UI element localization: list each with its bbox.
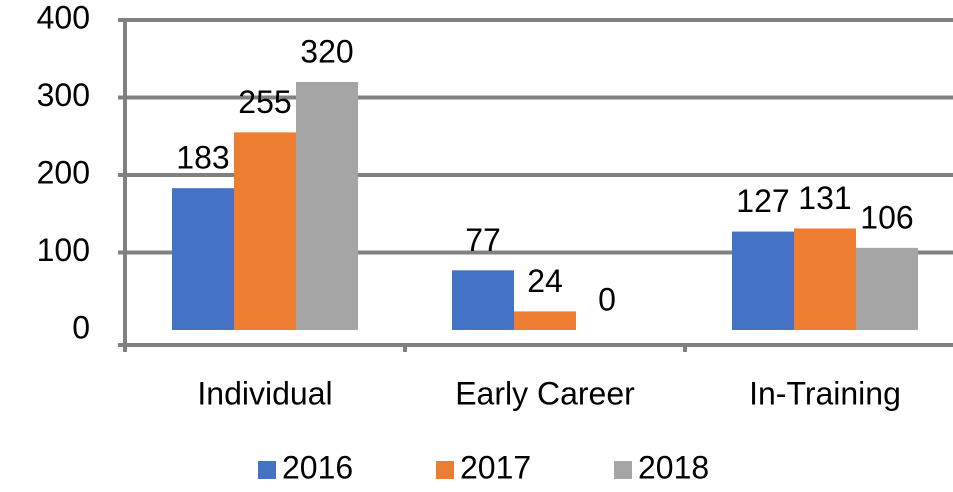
bar xyxy=(794,228,856,330)
legend-label: 2017 xyxy=(460,449,531,485)
x-tick-label: Early Career xyxy=(455,375,635,411)
bar xyxy=(172,188,234,330)
bar xyxy=(296,82,358,330)
x-tick-label: Individual xyxy=(197,375,332,411)
bar xyxy=(452,270,514,330)
value-label: 255 xyxy=(238,84,291,120)
value-label: 106 xyxy=(860,199,913,235)
value-label: 183 xyxy=(176,140,229,176)
bar xyxy=(234,132,296,330)
legend-swatch xyxy=(258,461,276,479)
legend-swatch xyxy=(614,461,632,479)
bar xyxy=(732,231,794,330)
value-label: 24 xyxy=(527,263,563,299)
bar xyxy=(856,247,918,330)
y-tick-label: 0 xyxy=(72,309,90,345)
legend-swatch xyxy=(436,461,454,479)
value-label: 320 xyxy=(300,33,353,69)
y-tick-label: 100 xyxy=(37,232,90,268)
value-label: 0 xyxy=(598,281,616,317)
y-tick-label: 300 xyxy=(37,77,90,113)
legend-label: 2018 xyxy=(638,449,709,485)
value-label: 131 xyxy=(798,180,851,216)
x-tick-label: In-Training xyxy=(749,375,901,411)
bar xyxy=(514,311,576,330)
y-tick-label: 200 xyxy=(37,154,90,190)
value-label: 127 xyxy=(736,183,789,219)
legend-label: 2016 xyxy=(282,449,353,485)
y-tick-label: 400 xyxy=(37,0,90,35)
value-label: 77 xyxy=(465,222,501,258)
